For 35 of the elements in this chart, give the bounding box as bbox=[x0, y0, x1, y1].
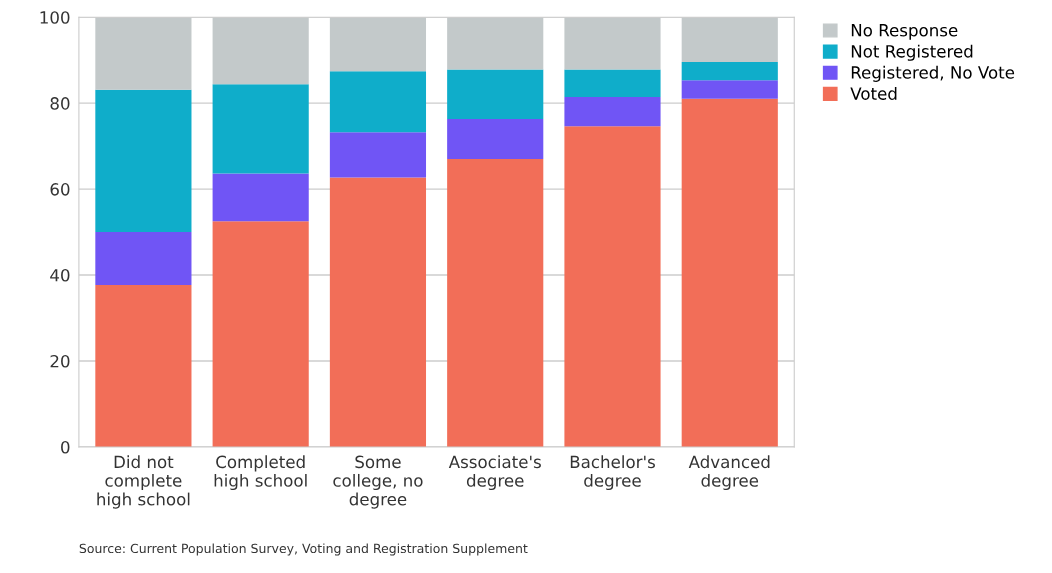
bar bbox=[95, 89, 192, 233]
bar bbox=[447, 119, 544, 160]
bar bbox=[329, 71, 427, 133]
bar bbox=[212, 84, 309, 174]
bar bbox=[681, 98, 778, 447]
x-tick-label: Some college, no degree bbox=[333, 455, 423, 509]
bar bbox=[329, 177, 427, 447]
bar bbox=[95, 284, 192, 447]
x-tick-label: Completed high school bbox=[214, 455, 307, 491]
bar bbox=[681, 80, 778, 99]
x-tick-label: Did not complete high school bbox=[97, 455, 190, 509]
bar bbox=[564, 126, 661, 447]
x-tick-label: Associate's degree bbox=[448, 455, 541, 491]
bar bbox=[447, 69, 544, 120]
bar bbox=[564, 69, 661, 98]
source-note: Source: Current Population Survey, Voting and Registration Supplement bbox=[79, 543, 528, 556]
bar bbox=[681, 61, 778, 81]
y-tick-label: 20 bbox=[50, 354, 70, 368]
bar bbox=[212, 221, 309, 447]
bar bbox=[447, 159, 544, 447]
bar bbox=[95, 232, 192, 285]
legend-label: Voted bbox=[850, 86, 897, 100]
bar bbox=[564, 97, 661, 127]
y-tick-label: 100 bbox=[40, 11, 70, 24]
bar bbox=[212, 173, 309, 222]
legend-label: No Response bbox=[851, 24, 958, 40]
y-tick-label: 60 bbox=[50, 183, 70, 196]
y-tick-label: 80 bbox=[50, 97, 70, 110]
x-tick-label: Bachelor's degree bbox=[570, 455, 655, 491]
y-tick-label: 0 bbox=[61, 440, 70, 454]
x-tick-label: Advanced degree bbox=[688, 455, 770, 491]
bar bbox=[329, 132, 427, 178]
legend-label: Not Registered bbox=[851, 44, 973, 61]
y-tick-label: 40 bbox=[50, 269, 70, 282]
legend-label: Registered, No Vote bbox=[851, 65, 1015, 82]
